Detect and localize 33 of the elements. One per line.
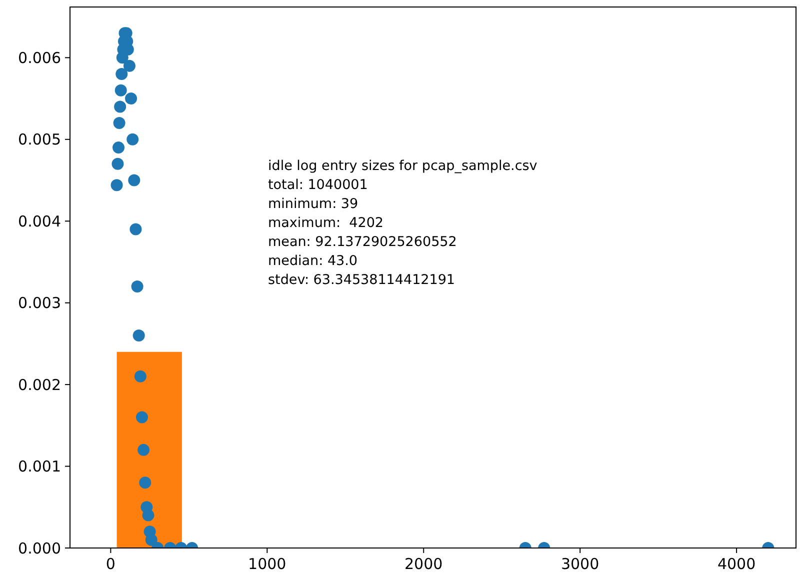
y-tick-label: 0.005 <box>18 130 61 149</box>
point <box>114 100 126 113</box>
y-tick-label: 0.004 <box>18 212 61 230</box>
point <box>113 117 126 130</box>
point <box>142 509 154 522</box>
point <box>132 330 145 342</box>
y-tick-label: 0.002 <box>18 376 61 394</box>
y-tick-label: 0.000 <box>18 539 61 558</box>
y-tick-label: 0.003 <box>18 294 61 312</box>
x-tick-label: 0 <box>106 555 116 573</box>
point <box>123 60 136 72</box>
y-tick-label: 0.006 <box>18 48 61 67</box>
point <box>138 444 150 456</box>
point <box>125 92 138 105</box>
point <box>112 142 125 154</box>
point <box>110 179 123 192</box>
point <box>128 174 140 186</box>
point <box>126 133 139 146</box>
y-tick-label: 0.001 <box>18 458 61 476</box>
x-tick-label: 2000 <box>404 555 443 573</box>
point <box>134 370 146 382</box>
x-tick-label: 1000 <box>248 555 286 573</box>
point <box>131 280 144 292</box>
annotation: idle log entry sizes for pcap_sample.csv total: 1040001 minimum: 39 maximum: 4202 mean: 92.13729025260552 median: 43.0 stdev: 63.34538114412191 <box>268 158 538 288</box>
point <box>145 534 158 546</box>
point <box>116 68 128 80</box>
point <box>130 223 142 236</box>
point <box>136 411 148 424</box>
x-tick-label: 3000 <box>560 555 600 573</box>
x-tick-label: 4000 <box>717 555 756 573</box>
point <box>112 158 124 170</box>
point <box>114 84 127 96</box>
point <box>139 476 152 489</box>
